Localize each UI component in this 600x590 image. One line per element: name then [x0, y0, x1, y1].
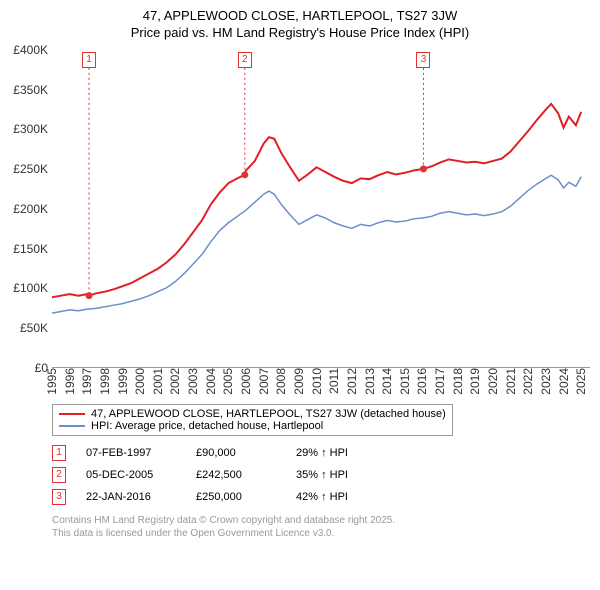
chart-title: 47, APPLEWOOD CLOSE, HARTLEPOOL, TS27 3J…: [8, 8, 592, 42]
x-axis-label: 2022: [521, 368, 535, 399]
legend-label: HPI: Average price, detached house, Hart…: [91, 420, 323, 432]
x-axis-label: 2017: [433, 368, 447, 399]
event-date: 07-FEB-1997: [86, 447, 176, 459]
x-axis-label: 2015: [398, 368, 412, 399]
footnote-line1: Contains HM Land Registry data © Crown c…: [52, 514, 592, 527]
plot-area: [52, 50, 590, 368]
x-axis-label: 2002: [168, 368, 182, 399]
x-axis-label: 2018: [451, 368, 465, 399]
event-row: 2 05-DEC-2005 £242,500 35% ↑ HPI: [52, 464, 592, 486]
event-marker: 1: [52, 445, 66, 461]
series-line: [52, 104, 581, 297]
x-axis-label: 1997: [80, 368, 94, 399]
x-axis-label: 2010: [310, 368, 324, 399]
sale-marker: 2: [238, 52, 252, 68]
y-axis-label: £100K: [13, 281, 52, 295]
legend-swatch: [59, 425, 85, 427]
x-axis-label: 2019: [468, 368, 482, 399]
event-price: £250,000: [196, 491, 276, 503]
marker-dot: [241, 171, 248, 178]
y-axis-label: £150K: [13, 242, 52, 256]
sale-events: 1 07-FEB-1997 £90,000 29% ↑ HPI 2 05-DEC-2005…: [52, 442, 592, 508]
x-axis-label: 2004: [204, 368, 218, 399]
series-line: [52, 175, 581, 313]
x-axis-label: 2021: [504, 368, 518, 399]
x-axis-label: 2023: [539, 368, 553, 399]
title-line1: 47, APPLEWOOD CLOSE, HARTLEPOOL, TS27 3J…: [8, 8, 592, 25]
legend-label: 47, APPLEWOOD CLOSE, HARTLEPOOL, TS27 3J…: [91, 408, 446, 420]
license-footnote: Contains HM Land Registry data © Crown c…: [52, 514, 592, 540]
legend-item: HPI: Average price, detached house, Hart…: [59, 420, 446, 432]
x-axis-label: 2009: [292, 368, 306, 399]
y-axis-label: £50K: [20, 321, 52, 335]
event-date: 05-DEC-2005: [86, 469, 176, 481]
event-delta: 42% ↑ HPI: [296, 491, 348, 503]
legend-swatch: [59, 413, 85, 415]
event-row: 3 22-JAN-2016 £250,000 42% ↑ HPI: [52, 486, 592, 508]
event-date: 22-JAN-2016: [86, 491, 176, 503]
event-price: £242,500: [196, 469, 276, 481]
x-axis-label: 2001: [151, 368, 165, 399]
x-axis-label: 1996: [63, 368, 77, 399]
footnote-line2: This data is licensed under the Open Gov…: [52, 527, 592, 540]
x-axis-label: 2011: [327, 368, 341, 398]
price-chart: £0£50K£100K£150K£200K£250K£300K£350K£400…: [52, 50, 590, 368]
x-axis-label: 2000: [133, 368, 147, 399]
x-axis-label: 2005: [221, 368, 235, 399]
event-delta: 29% ↑ HPI: [296, 447, 348, 459]
y-axis-label: £250K: [13, 162, 52, 176]
sale-marker: 3: [416, 52, 430, 68]
x-axis-label: 1995: [45, 368, 59, 399]
x-axis-label: 2020: [486, 368, 500, 399]
y-axis-label: £300K: [13, 122, 52, 136]
event-marker: 2: [52, 467, 66, 483]
y-axis-label: £200K: [13, 202, 52, 216]
y-axis-label: £350K: [13, 83, 52, 97]
y-axis-label: £400K: [13, 43, 52, 57]
event-row: 1 07-FEB-1997 £90,000 29% ↑ HPI: [52, 442, 592, 464]
sale-marker: 1: [82, 52, 96, 68]
x-axis-label: 2014: [380, 368, 394, 399]
marker-dot: [86, 292, 93, 299]
x-axis-label: 2025: [574, 368, 588, 399]
event-price: £90,000: [196, 447, 276, 459]
x-axis-label: 2008: [274, 368, 288, 399]
x-axis-label: 1998: [98, 368, 112, 399]
x-axis-label: 2007: [257, 368, 271, 399]
event-marker: 3: [52, 489, 66, 505]
title-line2: Price paid vs. HM Land Registry's House …: [8, 25, 592, 42]
x-axis-label: 1999: [116, 368, 130, 399]
x-axis-label: 2016: [415, 368, 429, 399]
x-axis-label: 2006: [239, 368, 253, 399]
x-axis-label: 2024: [557, 368, 571, 399]
chart-legend: 47, APPLEWOOD CLOSE, HARTLEPOOL, TS27 3J…: [52, 404, 453, 436]
x-axis-label: 2003: [186, 368, 200, 399]
event-delta: 35% ↑ HPI: [296, 469, 348, 481]
legend-item: 47, APPLEWOOD CLOSE, HARTLEPOOL, TS27 3J…: [59, 408, 446, 420]
x-axis-label: 2013: [363, 368, 377, 399]
x-axis-label: 2012: [345, 368, 359, 399]
marker-dot: [420, 165, 427, 172]
